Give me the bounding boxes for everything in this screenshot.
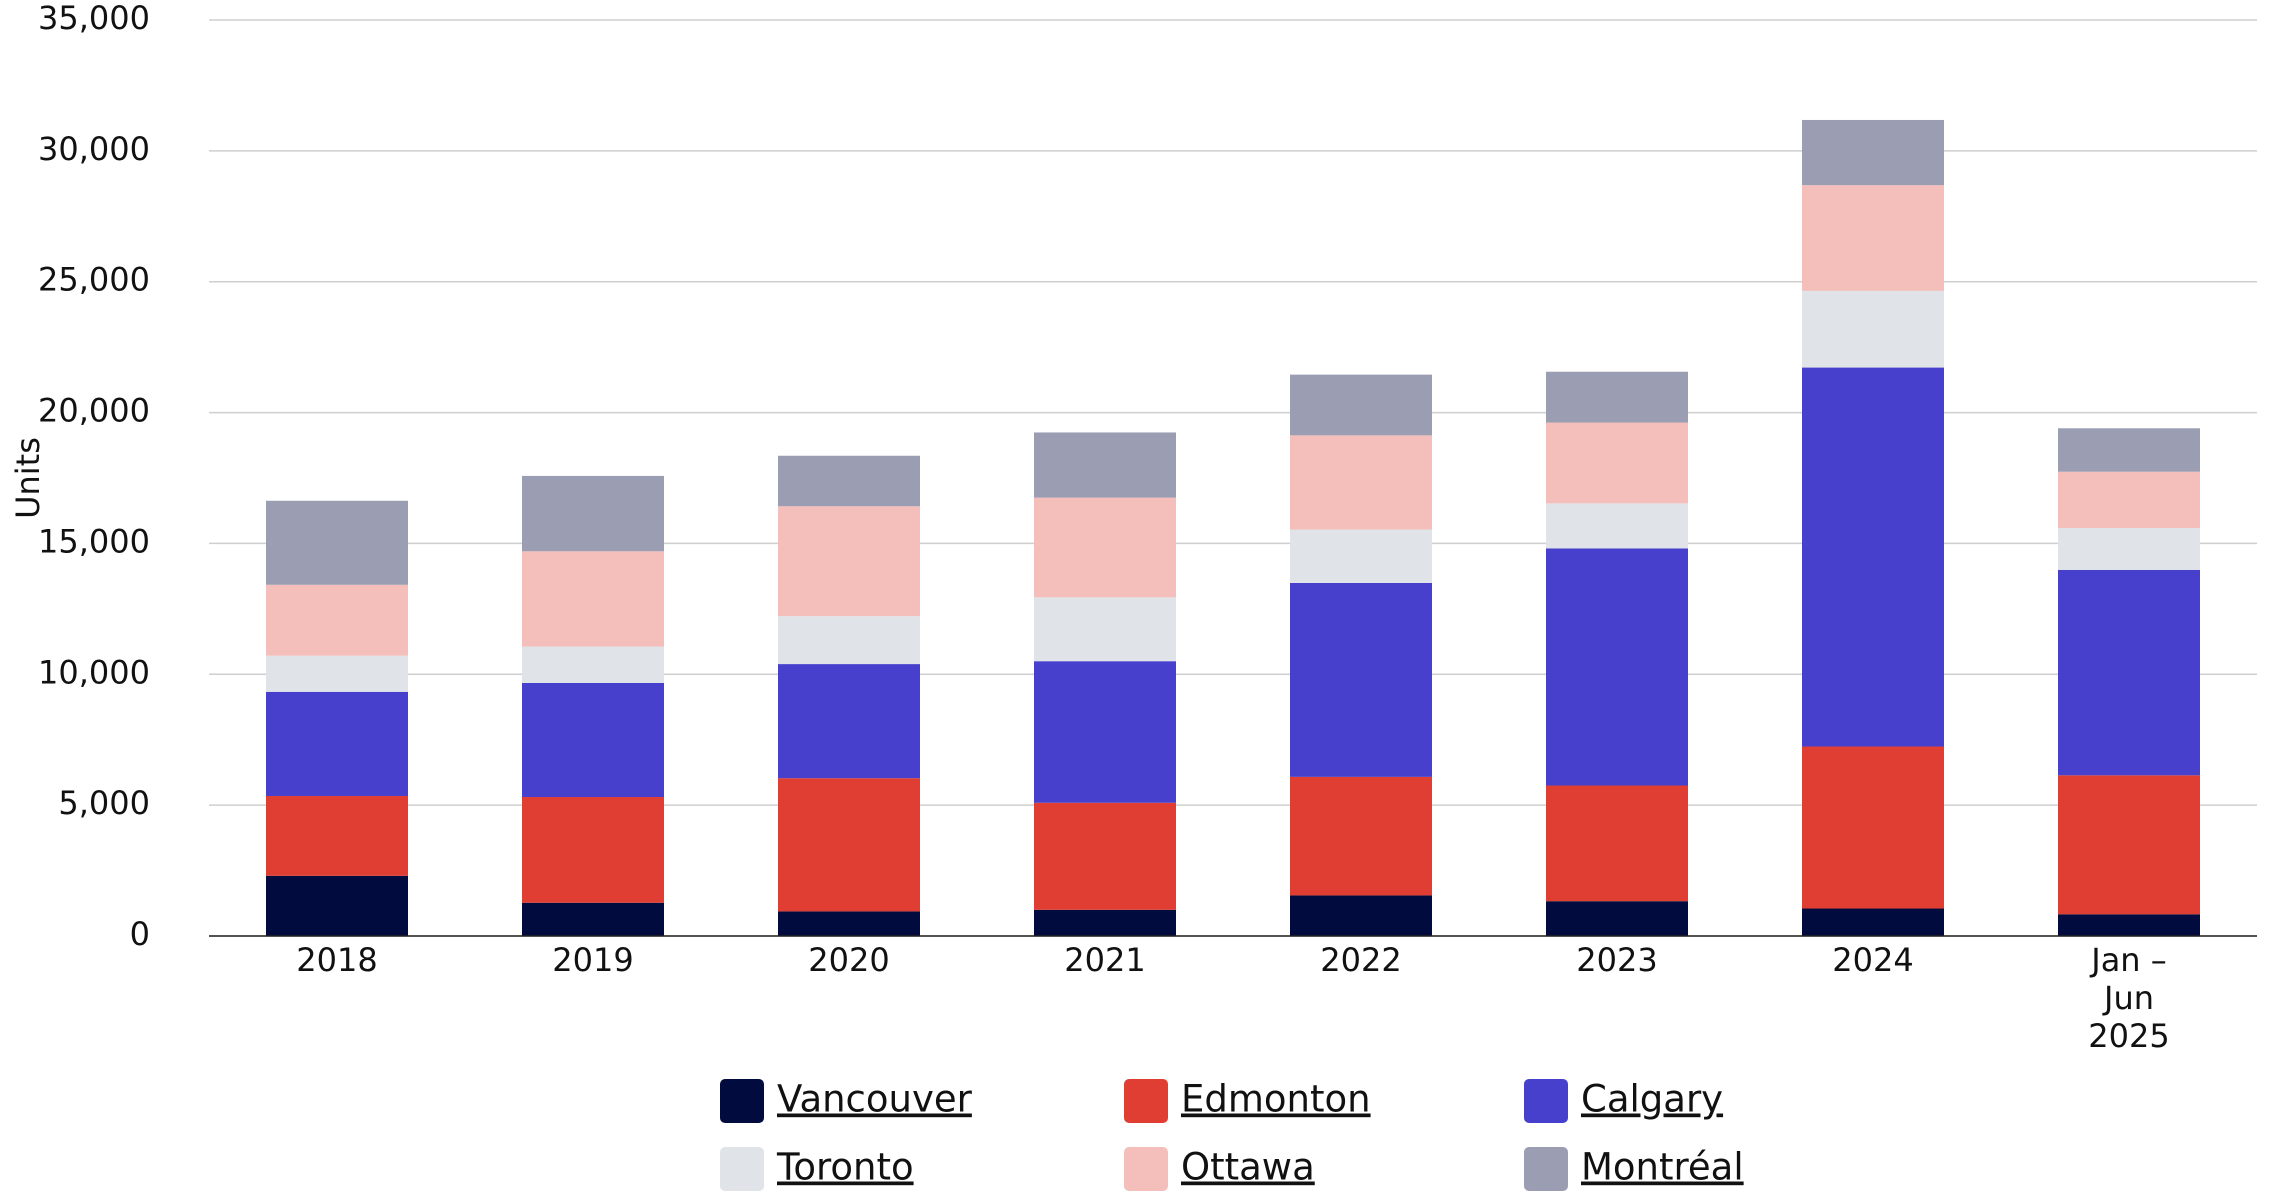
y-tick-label: 25,000 (38, 261, 150, 299)
bar-segment (1034, 802, 1176, 910)
y-tick-label: 0 (130, 915, 150, 953)
x-tick-label: 2023 (1576, 941, 1657, 979)
bar-segment (2058, 569, 2200, 776)
legend-label: Montréal (1581, 1146, 1744, 1189)
bar-segment (522, 902, 664, 936)
x-tick-label: 2021 (1064, 941, 1145, 979)
bar-segment (1290, 895, 1432, 936)
x-tick-label: Jan – Jun 2025 (2088, 941, 2169, 1055)
legend-label: Ottawa (1181, 1146, 1315, 1189)
bar-segment (1290, 435, 1432, 530)
bar-segment (1546, 785, 1688, 902)
bar-segment (778, 506, 920, 617)
y-tick-label: 15,000 (38, 522, 150, 560)
bar-segment (266, 584, 408, 656)
legend-swatch (720, 1079, 764, 1123)
bar-segment (1546, 422, 1688, 504)
legend-swatch (720, 1147, 764, 1191)
y-tick-label: 10,000 (38, 653, 150, 691)
bar-segment (522, 797, 664, 903)
y-axis-label: Units (9, 437, 47, 519)
legend-swatch (1124, 1079, 1168, 1123)
bar-segment (522, 475, 664, 552)
x-tick-label: 2024 (1832, 941, 1913, 979)
bar-segment (522, 646, 664, 683)
bar-segment (1290, 529, 1432, 583)
bar-segment (2058, 428, 2200, 472)
bar-segment (778, 616, 920, 665)
bar-segment (1290, 776, 1432, 896)
bar-segment (1546, 371, 1688, 423)
bar-segment (778, 664, 920, 779)
bar-segment (1034, 597, 1176, 662)
bar-segment (1034, 909, 1176, 936)
bar-segment (1034, 497, 1176, 598)
y-tick-label: 5,000 (58, 784, 150, 822)
legend-item[interactable]: Calgary (1524, 1078, 1723, 1124)
legend-swatch (1524, 1079, 1568, 1123)
bar-segment (2058, 914, 2200, 936)
bar-segment (1802, 746, 1944, 909)
bar-segment (266, 875, 408, 936)
bar-segment (778, 455, 920, 507)
bar-segment (1802, 290, 1944, 368)
bar-segment (1802, 908, 1944, 936)
legend-label: Calgary (1581, 1078, 1723, 1121)
bar-segment (522, 682, 664, 798)
bar-segment (1546, 901, 1688, 936)
bar-segment (1034, 661, 1176, 803)
y-tick-label: 35,000 (38, 0, 150, 37)
bar-segment (1802, 185, 1944, 291)
legend-item[interactable]: Edmonton (1124, 1078, 1371, 1124)
bar-segment (778, 911, 920, 936)
x-tick-label: 2019 (552, 941, 633, 979)
legend-label: Edmonton (1181, 1078, 1371, 1121)
bar-segment (2058, 527, 2200, 570)
bar-segment (1290, 582, 1432, 777)
legend-swatch (1524, 1147, 1568, 1191)
x-tick-label: 2022 (1320, 941, 1401, 979)
bar-segment (1802, 367, 1944, 747)
y-tick-label: 30,000 (38, 130, 150, 168)
bar-segment (778, 778, 920, 912)
legend-swatch (1124, 1147, 1168, 1191)
y-tick-label: 20,000 (38, 392, 150, 430)
bar-segment (1546, 548, 1688, 786)
legend-item[interactable]: Vancouver (720, 1078, 973, 1124)
legend-item[interactable]: Montréal (1524, 1146, 1744, 1192)
legend-label: Toronto (776, 1146, 914, 1189)
x-tick-label: 2018 (296, 941, 377, 979)
legend-label: Vancouver (777, 1078, 973, 1121)
bar-segment (2058, 775, 2200, 915)
bar-segment (1034, 432, 1176, 498)
bar-segment (1802, 119, 1944, 186)
legend-item[interactable]: Ottawa (1124, 1146, 1315, 1192)
bar-segment (266, 655, 408, 692)
bar-segment (1546, 503, 1688, 549)
legend-item[interactable]: Toronto (720, 1146, 914, 1192)
bar-segment (522, 551, 664, 647)
bar-segment (266, 691, 408, 796)
bar-segment (2058, 471, 2200, 528)
bar-segment (266, 795, 408, 876)
x-tick-label: 2020 (808, 941, 889, 979)
bar-segment (1290, 374, 1432, 436)
bar-segment (266, 500, 408, 585)
